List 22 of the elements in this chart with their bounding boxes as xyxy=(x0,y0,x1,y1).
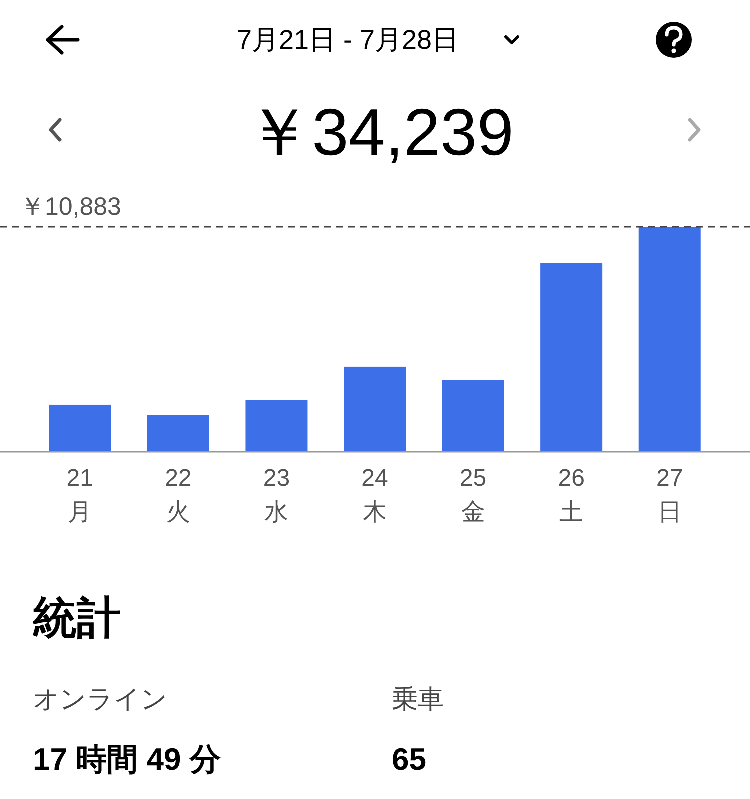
text: 65 xyxy=(392,742,426,777)
bar xyxy=(442,380,504,452)
bar xyxy=(246,400,308,452)
x-tick-label: 27 日 xyxy=(656,465,684,526)
chart-title: 7月21日 - 7月28日 xyxy=(236,25,460,55)
text: 統計 xyxy=(32,594,121,643)
x-tick-label: 23 水 xyxy=(263,465,290,526)
text: 17 時間 49 分 xyxy=(33,742,221,777)
bar xyxy=(540,263,603,452)
bar xyxy=(49,404,112,452)
bar xyxy=(147,415,210,452)
x-tick-label: 24 木 xyxy=(362,465,388,526)
x-tick-label: 26 土 xyxy=(558,465,585,526)
bar xyxy=(344,366,406,452)
text: オンライン xyxy=(33,684,168,714)
x-tick-label: 25 金 xyxy=(460,465,487,526)
text: 乗車 xyxy=(392,684,444,714)
ref-line-label: ￥10,883 xyxy=(20,193,122,221)
x-tick-label: 22 火 xyxy=(165,465,192,526)
chart-subtitle: ￥34,239 xyxy=(246,95,514,169)
bar xyxy=(638,227,701,452)
x-tick-label: 21 月 xyxy=(66,465,94,526)
